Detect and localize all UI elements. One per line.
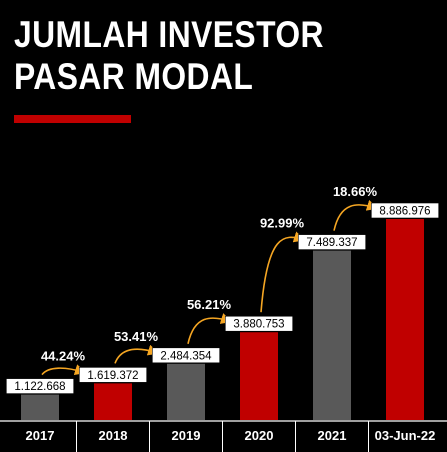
data-label-box <box>79 367 148 383</box>
data-label: 2.484.354 <box>160 350 212 362</box>
growth-label: 92.99% <box>260 216 305 231</box>
growth-arrow <box>41 364 87 376</box>
data-label: 1.619.372 <box>87 370 138 382</box>
title-underline <box>14 115 131 123</box>
x-tick-label: 2021 <box>318 428 347 443</box>
bar-03-jun-22 <box>386 219 424 420</box>
data-label-box <box>297 234 366 250</box>
data-label-box <box>5 378 75 394</box>
growth-arrow <box>260 231 306 313</box>
growth-arrow <box>114 344 160 364</box>
x-tick-label: 2019 <box>172 428 201 443</box>
x-tick-label: 2017 <box>26 428 55 443</box>
data-label-box <box>225 315 294 332</box>
title-line-1: JUMLAH INVESTOR <box>14 14 324 55</box>
bar-2017 <box>21 394 59 420</box>
data-label: 7.489.337 <box>306 237 357 249</box>
data-label-box <box>152 347 221 364</box>
growth-arrow <box>187 313 233 344</box>
x-tick-label: 03-Jun-22 <box>375 428 436 443</box>
data-label-box <box>370 202 439 219</box>
growth-label: 44.24% <box>41 348 86 363</box>
chart-title: JUMLAH INVESTOR PASAR MODAL <box>14 14 324 98</box>
bars-layer <box>0 219 447 452</box>
bar-2020 <box>240 332 278 420</box>
bar-2019 <box>167 363 205 420</box>
growth-arrow <box>333 199 379 231</box>
data-label: 1.122.668 <box>14 381 65 393</box>
growth-label: 53.41% <box>114 329 159 344</box>
bar-2021 <box>313 250 351 420</box>
labels-layer: 2017 2018 2019 2020 2021 03-Jun-22 1.122.668 1.… <box>5 184 439 443</box>
data-label: 3.880.753 <box>233 319 284 331</box>
data-label: 8.886.976 <box>379 206 430 218</box>
growth-label: 18.66% <box>333 184 378 199</box>
x-tick-label: 2020 <box>245 428 274 443</box>
title-line-2: PASAR MODAL <box>14 56 254 97</box>
bar-2018 <box>94 383 132 420</box>
x-tick-label: 2018 <box>99 428 128 443</box>
growth-label: 56.21% <box>187 297 232 312</box>
